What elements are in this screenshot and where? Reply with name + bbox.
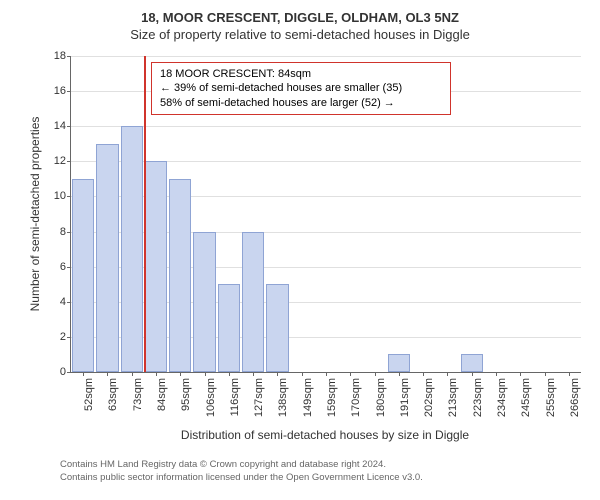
ytick-label: 18: [54, 50, 71, 62]
histogram-bar: [461, 354, 483, 372]
histogram-bar: [266, 284, 288, 372]
xtick-label: 255sqm: [545, 378, 557, 417]
xtick-mark: [180, 372, 181, 376]
xtick-mark: [83, 372, 84, 376]
xtick-mark: [205, 372, 206, 376]
xtick-label: 116sqm: [229, 378, 241, 416]
xtick-label: 84sqm: [156, 378, 168, 411]
annotation-line: ← 39% of semi-detached houses are smalle…: [160, 81, 442, 95]
xtick-label: 63sqm: [107, 378, 119, 411]
footer-line1: Contains HM Land Registry data © Crown c…: [60, 459, 423, 471]
xtick-label: 180sqm: [375, 378, 387, 417]
xtick-mark: [302, 372, 303, 376]
xtick-mark: [253, 372, 254, 376]
annotation-line: 18 MOOR CRESCENT: 84sqm: [160, 67, 442, 81]
xtick-label: 73sqm: [132, 378, 144, 411]
xtick-mark: [350, 372, 351, 376]
ytick-label: 16: [54, 85, 71, 97]
xtick-mark: [132, 372, 133, 376]
xtick-label: 213sqm: [447, 378, 459, 417]
chart-subtitle: Size of property relative to semi-detach…: [10, 27, 590, 42]
xtick-mark: [569, 372, 570, 376]
histogram-bar: [96, 144, 118, 372]
xtick-label: 95sqm: [180, 378, 192, 411]
xtick-label: 266sqm: [569, 378, 581, 417]
histogram-bar: [388, 354, 410, 372]
ytick-label: 4: [60, 296, 71, 308]
ytick-label: 8: [60, 226, 71, 238]
histogram-bar: [72, 179, 94, 372]
footer-line2: Contains public sector information licen…: [60, 472, 423, 484]
xtick-label: 52sqm: [83, 378, 95, 411]
xtick-label: 106sqm: [205, 378, 217, 417]
xtick-mark: [520, 372, 521, 376]
xtick-mark: [472, 372, 473, 376]
histogram-bar: [169, 179, 191, 372]
xtick-mark: [496, 372, 497, 376]
ytick-label: 6: [60, 261, 71, 273]
xtick-mark: [447, 372, 448, 376]
histogram-bar: [193, 232, 215, 372]
xtick-label: 170sqm: [350, 378, 362, 417]
gridline: [71, 56, 581, 57]
xtick-mark: [423, 372, 424, 376]
gridline: [71, 126, 581, 127]
xtick-mark: [107, 372, 108, 376]
footer-attribution: Contains HM Land Registry data © Crown c…: [60, 459, 423, 484]
xtick-label: 234sqm: [496, 378, 508, 417]
xtick-label: 138sqm: [277, 378, 289, 417]
xtick-mark: [277, 372, 278, 376]
xtick-label: 191sqm: [399, 378, 411, 417]
xtick-label: 202sqm: [423, 378, 435, 417]
xtick-label: 245sqm: [520, 378, 532, 417]
chart-container: 18, MOOR CRESCENT, DIGGLE, OLDHAM, OL3 5…: [10, 10, 590, 490]
histogram-bar: [145, 161, 167, 372]
xtick-mark: [375, 372, 376, 376]
ytick-label: 10: [54, 190, 71, 202]
histogram-bar: [218, 284, 240, 372]
histogram-bar: [121, 126, 143, 372]
x-axis-label: Distribution of semi-detached houses by …: [70, 428, 580, 442]
annotation-line: 58% of semi-detached houses are larger (…: [160, 96, 442, 110]
ytick-label: 2: [60, 331, 71, 343]
xtick-label: 149sqm: [302, 378, 314, 417]
ytick-label: 0: [60, 366, 71, 378]
xtick-mark: [326, 372, 327, 376]
ytick-label: 12: [54, 155, 71, 167]
ytick-label: 14: [54, 120, 71, 132]
xtick-label: 223sqm: [472, 378, 484, 417]
reference-line: [144, 56, 146, 372]
chart-title-address: 18, MOOR CRESCENT, DIGGLE, OLDHAM, OL3 5…: [10, 10, 590, 25]
annotation-box: 18 MOOR CRESCENT: 84sqm← 39% of semi-det…: [151, 62, 451, 115]
xtick-label: 127sqm: [253, 378, 265, 417]
y-axis-label: Number of semi-detached properties: [28, 84, 42, 344]
xtick-mark: [545, 372, 546, 376]
plot-area: 02468101214161852sqm63sqm73sqm84sqm95sqm…: [70, 56, 581, 373]
histogram-bar: [242, 232, 264, 372]
xtick-label: 159sqm: [326, 378, 338, 417]
xtick-mark: [399, 372, 400, 376]
xtick-mark: [156, 372, 157, 376]
xtick-mark: [229, 372, 230, 376]
